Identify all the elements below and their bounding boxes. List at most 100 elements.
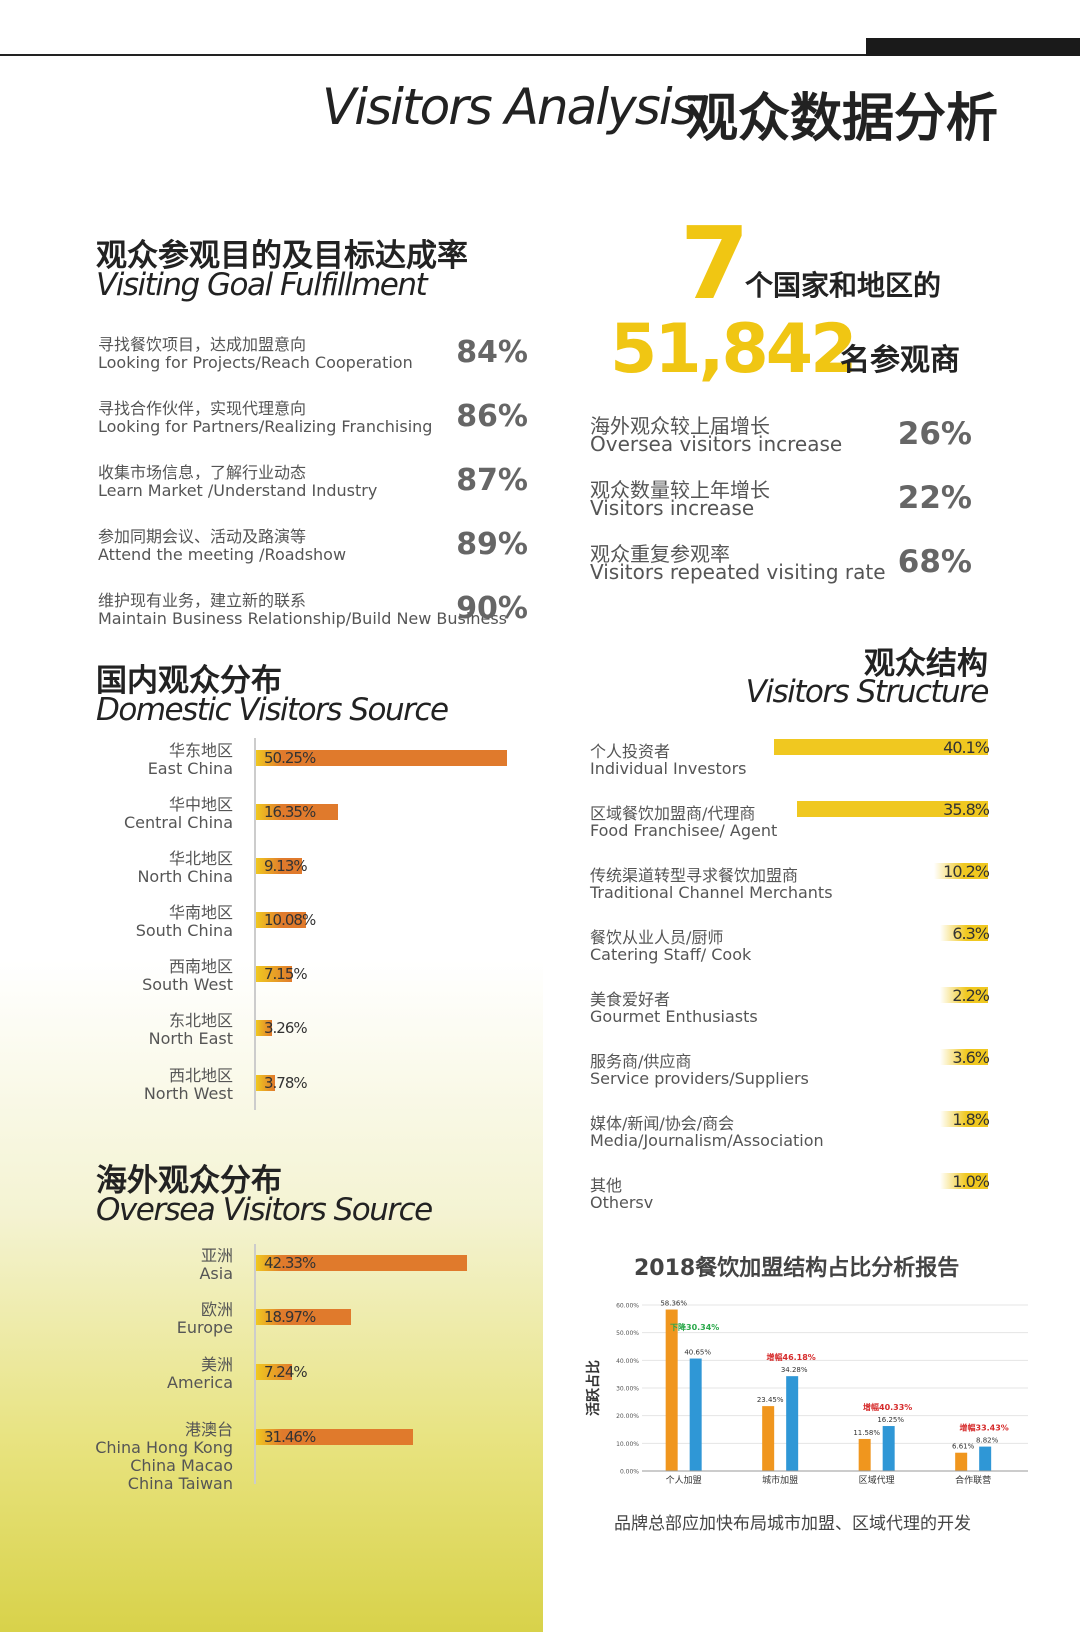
structure-label-en: Service providers/Suppliers bbox=[590, 1069, 809, 1088]
stat-cn: 观众数量较上年增长 bbox=[590, 478, 770, 502]
structure-label-en: Media/Journalism/Association bbox=[590, 1131, 824, 1150]
category-label: 华东地区 East China bbox=[147, 741, 233, 778]
structure-label-en: Catering Staff/ Cook bbox=[590, 945, 752, 964]
structure-label-cn: 传统渠道转型寻求餐饮加盟商 bbox=[590, 866, 799, 885]
data-bar bbox=[256, 1364, 293, 1380]
goal-cn: 收集市场信息，了解行业动态 bbox=[98, 463, 307, 482]
stat-en: Visitors increase bbox=[590, 496, 755, 520]
report-title: 2018餐饮加盟结构占比分析报告 bbox=[634, 1256, 960, 1281]
report-caption: 品牌总部应加快布局城市加盟、区域代理的开发 bbox=[614, 1514, 971, 1534]
visitors-label: 名参观商 bbox=[840, 343, 960, 378]
bar-value-label: 7.24% bbox=[264, 1363, 308, 1381]
bar-value-label: 58.36% bbox=[660, 1300, 687, 1308]
bar-value-label: 1.0% bbox=[952, 1172, 990, 1191]
goal-item: 参加同期会议、活动及路演等 Attend the meeting /Roadsh… bbox=[98, 523, 528, 573]
y-tick-label: 30.00% bbox=[616, 1386, 639, 1393]
y-tick-label: 40.00% bbox=[616, 1358, 639, 1365]
stat-en: Visitors repeated visiting rate bbox=[590, 560, 886, 584]
countries-count: 7 bbox=[680, 205, 750, 322]
page-title-cn: 观众数据分析 bbox=[686, 89, 999, 149]
data-bar bbox=[933, 863, 988, 879]
bar-value-label: 50.25% bbox=[264, 749, 316, 767]
category-label: 西北地区 North West bbox=[143, 1066, 233, 1103]
data-bar bbox=[665, 1309, 678, 1471]
y-tick-label: 0.00% bbox=[620, 1469, 639, 1476]
bar-value-label: 40.65% bbox=[684, 1349, 711, 1357]
header-accent-block bbox=[866, 38, 1080, 56]
bar-value-label: 35.8% bbox=[943, 800, 990, 819]
category-label: 西南地区 South West bbox=[142, 957, 233, 994]
goal-cn: 寻找餐饮项目，达成加盟意向 bbox=[98, 335, 307, 354]
structure-label-cn: 餐饮从业人员/厨师 bbox=[590, 928, 724, 947]
structure-label-en: Gourmet Enthusiasts bbox=[590, 1007, 758, 1026]
chart-axis bbox=[254, 1244, 256, 1484]
data-bar bbox=[955, 1452, 968, 1471]
structure-label-cn: 服务商/供应商 bbox=[590, 1052, 692, 1071]
oversea-title-en: Oversea Visitors Source bbox=[96, 1192, 433, 1228]
x-tick-label: 合作联营 bbox=[955, 1474, 991, 1486]
bar-value-label: 18.97% bbox=[264, 1308, 316, 1326]
page-title-en: Visitors Analysis bbox=[322, 78, 697, 136]
bar-value-label: 9.13% bbox=[264, 857, 308, 875]
data-bar bbox=[256, 750, 507, 766]
structure-label-cn: 媒体/新闻/协会/商会 bbox=[590, 1114, 735, 1133]
domestic-title-cn: 国内观众分布 bbox=[96, 663, 282, 699]
x-tick-label: 区域代理 bbox=[859, 1474, 895, 1486]
bar-value-label: 42.33% bbox=[264, 1254, 316, 1272]
category-label: 华南地区 South China bbox=[135, 903, 233, 940]
data-bar bbox=[256, 1429, 414, 1445]
header-rule bbox=[0, 54, 1080, 56]
data-bar bbox=[256, 1075, 275, 1091]
data-bar bbox=[940, 1049, 988, 1065]
stat-cn: 观众重复参观率 bbox=[590, 542, 730, 566]
structure-label-cn: 其他 bbox=[590, 1176, 623, 1195]
bar-value-label: 31.46% bbox=[264, 1428, 316, 1446]
data-bar bbox=[786, 1376, 799, 1471]
bar-value-label: 10.08% bbox=[264, 911, 316, 929]
data-bar bbox=[689, 1358, 702, 1471]
data-bar bbox=[979, 1446, 992, 1471]
goal-en: Looking for Partners/Realizing Franchisi… bbox=[98, 417, 433, 436]
trend-annotation: 下降30.34% bbox=[670, 1322, 719, 1332]
data-bar bbox=[762, 1406, 775, 1471]
domestic-title-en: Domestic Visitors Source bbox=[96, 692, 449, 728]
bar-value-label: 16.35% bbox=[264, 803, 316, 821]
bar-value-label: 8.82% bbox=[976, 1437, 999, 1445]
goal-en: Attend the meeting /Roadshow bbox=[98, 545, 347, 564]
data-bar bbox=[796, 801, 988, 817]
bar-value-label: 2.2% bbox=[952, 986, 990, 1005]
countries-label: 个国家和地区的 bbox=[745, 269, 942, 302]
stat-item: 观众数量较上年增长 Visitors increase 22% bbox=[590, 474, 972, 524]
stat-pct: 22% bbox=[897, 480, 972, 516]
data-bar bbox=[256, 804, 338, 820]
data-bar bbox=[256, 966, 292, 982]
bar-value-label: 6.61% bbox=[952, 1443, 975, 1451]
structure-label-en: Food Franchisee/ Agent bbox=[590, 821, 778, 840]
data-bar bbox=[940, 925, 988, 941]
data-bar bbox=[940, 987, 988, 1003]
bar-value-label: 3.78% bbox=[264, 1074, 308, 1092]
structure-label-cn: 个人投资者 bbox=[590, 742, 671, 761]
data-bar bbox=[256, 1255, 468, 1271]
goal-item: 寻找合作伙伴，实现代理意向 Looking for Partners/Reali… bbox=[98, 395, 528, 445]
data-bar bbox=[256, 1020, 273, 1036]
franchise-bar-chart: 0.00% 10.00% 20.00% 30.00% 40.00% 50.00% 60.00… bbox=[585, 1300, 1028, 1486]
bar-value-label: 40.1% bbox=[943, 738, 990, 757]
y-tick-label: 50.00% bbox=[616, 1330, 639, 1337]
category-label: 华中地区 Central China bbox=[123, 795, 233, 832]
category-label: 港澳台 China Hong Kong China Macao China Taiwa… bbox=[95, 1420, 233, 1493]
structure-label-en: Othersv bbox=[590, 1193, 654, 1212]
goal-cn: 参加同期会议、活动及路演等 bbox=[98, 527, 307, 546]
goal-pct: 87% bbox=[456, 463, 528, 498]
oversea-title-cn: 海外观众分布 bbox=[96, 1163, 282, 1199]
goal-pct: 84% bbox=[456, 335, 528, 370]
goal-pct: 90% bbox=[456, 591, 528, 626]
goals-title-en: Visiting Goal Fulfillment bbox=[96, 267, 428, 303]
bar-value-label: 16.25% bbox=[877, 1416, 904, 1424]
data-bar bbox=[256, 858, 302, 874]
goal-pct: 89% bbox=[456, 527, 528, 562]
visitors-count: 51,842 bbox=[610, 310, 857, 389]
data-bar bbox=[774, 739, 988, 755]
trend-annotation: 增幅40.33% bbox=[863, 1402, 912, 1412]
goals-title-cn: 观众参观目的及目标达成率 bbox=[96, 238, 468, 274]
